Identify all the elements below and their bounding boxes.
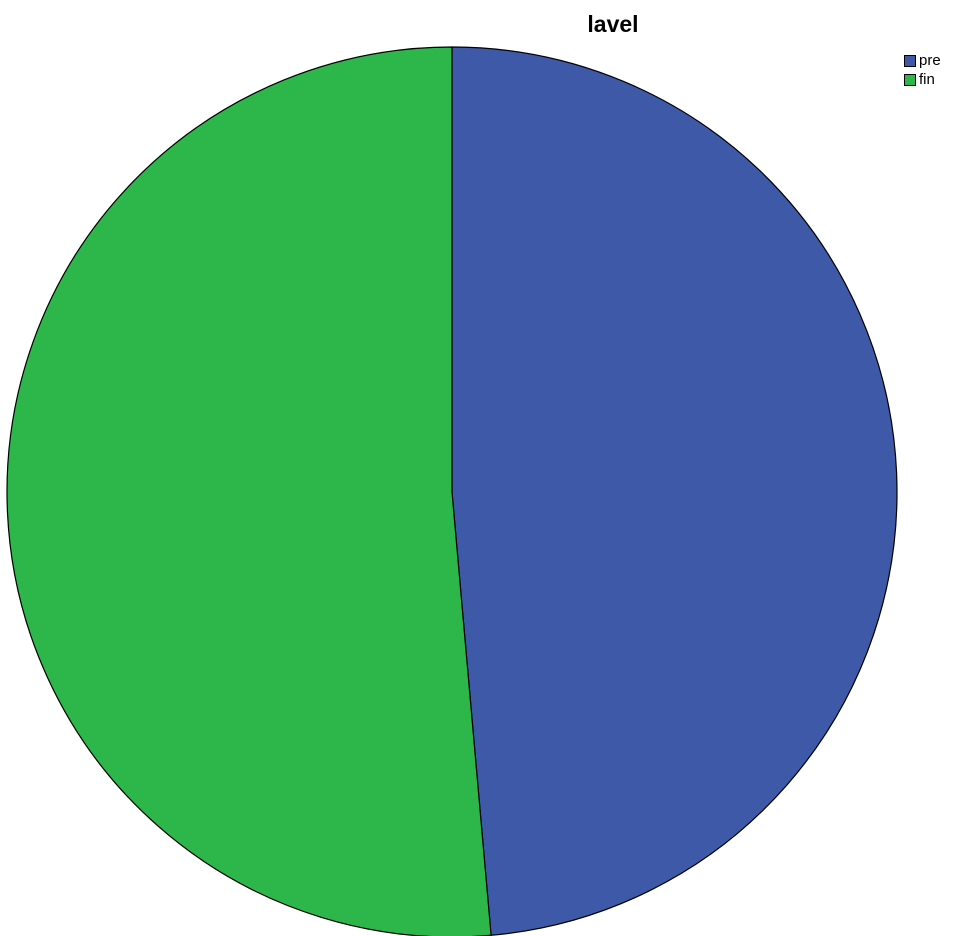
chart-title: lavel <box>587 11 639 37</box>
pie-slice-pre <box>451 46 898 936</box>
pie-slice-fin <box>6 46 492 936</box>
legend-label-pre: pre <box>919 51 941 69</box>
legend: pre fin <box>904 51 941 89</box>
legend-swatch-fin <box>904 73 916 86</box>
legend-label-fin: fin <box>919 70 935 88</box>
legend-item-fin: fin <box>904 70 941 89</box>
legend-swatch-pre <box>904 54 916 67</box>
legend-item-pre: pre <box>904 51 941 70</box>
